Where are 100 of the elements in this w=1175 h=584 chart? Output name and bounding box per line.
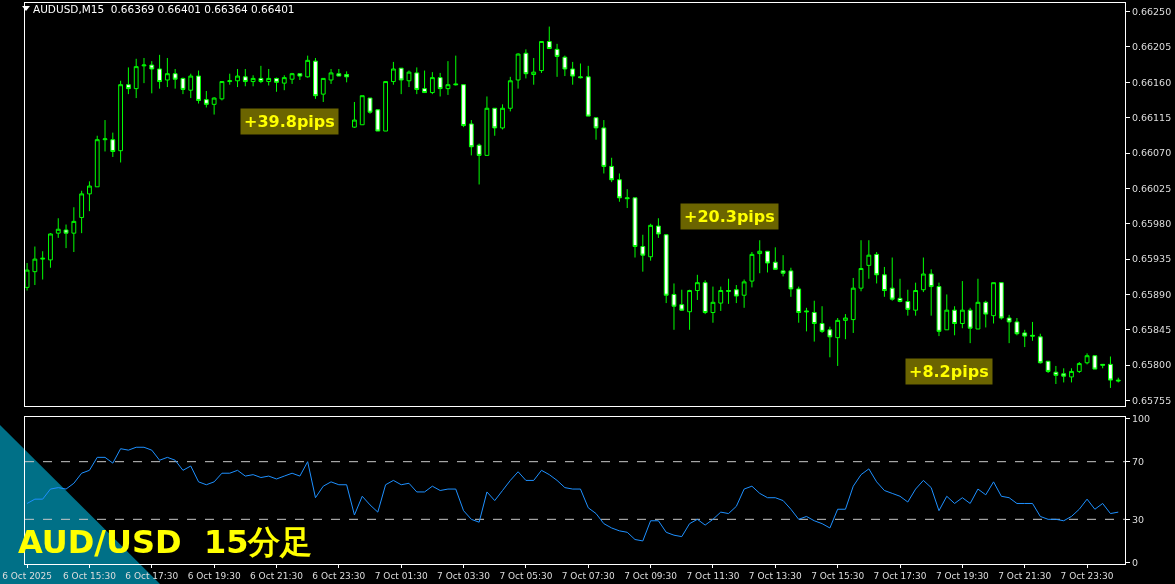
candlestick [297,73,303,81]
candlestick [149,60,155,94]
candlestick [437,72,443,97]
candlestick [765,250,770,273]
x-tick-label: 7 Oct 23:30 [1060,570,1114,581]
candlestick [593,117,599,141]
x-tick-label: 7 Oct 15:30 [811,570,865,581]
candlestick [414,66,420,95]
candlestick [55,217,61,239]
candlestick [429,71,435,95]
candlestick [874,251,880,284]
candlestick [40,250,46,281]
x-tick-label: 6 Oct 15:30 [62,570,117,581]
candlestick [827,326,833,358]
y-tick-label: 0.66115 [1131,112,1172,124]
y-tick-label: 100 [1131,412,1151,424]
candlestick [1092,355,1098,370]
candlestick [554,43,560,78]
x-tick-label: 7 Oct 21:30 [998,570,1052,581]
candlestick [897,278,903,303]
candlestick [780,254,786,277]
candlestick [398,67,404,95]
candlestick [461,84,466,128]
candlestick [1006,314,1012,344]
candlestick [32,246,38,286]
annotation: +8.2pips [909,362,989,381]
candlestick [141,57,147,84]
candlestick [726,278,731,305]
candlestick [227,73,233,86]
candlestick [383,81,389,132]
candlestick [289,72,295,85]
y-tick-label: 0.66160 [1131,76,1172,88]
candlestick [352,101,357,129]
candlestick [967,307,973,344]
candlestick [320,77,326,103]
y-tick-label: 0.65800 [1131,359,1172,371]
candlestick [804,307,809,332]
candlestick [671,282,677,331]
x-tick-label: 7 Oct 05:30 [499,570,553,581]
candlestick [375,108,381,132]
candlestick [539,40,544,74]
x-tick-label: 6 Oct 17:30 [125,570,179,581]
x-tick-label: 6 Oct 2025 [2,570,53,581]
candlestick [336,68,342,77]
candlestick [609,157,615,183]
candlestick [250,74,256,87]
candlestick [305,55,311,79]
candlestick [219,81,225,101]
x-tick-label: 7 Oct 17:30 [873,570,927,581]
candlestick [157,54,162,90]
candlestick [344,70,350,83]
candlestick [1022,329,1028,348]
candlestick [1030,321,1035,342]
candlestick [102,119,108,152]
candlestick [562,55,568,77]
y-tick-label: 0 [1131,556,1138,568]
candlestick [87,180,92,212]
candlestick [648,223,654,262]
candlestick [975,278,981,330]
candlestick [1014,317,1020,336]
candlestick [749,251,755,288]
candlestick [952,305,957,336]
candlestick [110,132,116,158]
candlestick [406,70,412,88]
candlestick [476,143,482,185]
x-tick-label: 6 Oct 23:30 [312,570,366,581]
candlestick [850,277,856,334]
candlestick [79,190,85,234]
candlestick [468,119,474,156]
candlestick [258,65,264,84]
y-tick-label: 0.66205 [1131,41,1172,53]
candlestick [905,289,911,317]
candlestick [367,97,373,115]
candlestick [983,300,989,328]
candlestick [1061,367,1067,383]
candlestick [242,68,248,87]
candlestick [1037,333,1043,365]
candlestick [920,257,926,293]
x-tick-label: 7 Oct 01:30 [374,570,428,581]
candlestick [866,239,872,280]
candlestick [531,57,537,86]
x-tick-label: 6 Oct 21:30 [250,570,304,581]
candlestick [25,262,30,292]
candlestick [889,257,895,302]
candlestick [1069,367,1074,383]
candlestick [936,282,942,337]
candlestick [991,282,996,325]
candlestick [500,103,505,130]
candlestick [624,188,630,209]
candlestick [445,60,451,96]
candlestick [578,62,583,79]
candlestick [523,48,529,79]
y-tick-label: 30 [1131,513,1144,525]
candlestick [617,172,622,203]
candlestick [515,52,521,90]
candlestick [281,74,287,91]
candlestick [733,284,739,304]
x-tick-label: 7 Oct 03:30 [437,570,491,581]
candlestick [1115,377,1121,383]
y-tick-label: 0.65935 [1131,253,1172,265]
